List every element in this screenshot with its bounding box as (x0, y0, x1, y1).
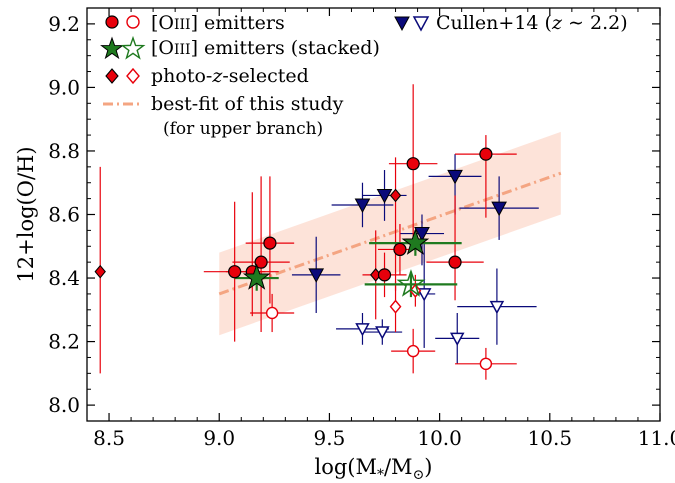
y-tick-label: 8.8 (48, 139, 80, 163)
legend-label-cullen: Cullen+14 (z ∼ 2.2) (436, 12, 628, 34)
x-tick-label: 10.0 (417, 426, 462, 450)
legend-marker-open-star (120, 35, 146, 60)
point-oiii-emitter (479, 147, 493, 161)
legend-marker-filled-triangle (394, 16, 410, 32)
y-tick-label: 8.0 (48, 393, 80, 417)
legend-label-stacked: [OIII] emitters (stacked) (151, 37, 380, 59)
y-tick-label: 8.2 (48, 330, 80, 354)
point-cullen-open (489, 300, 505, 315)
point-oiii-emitter (377, 268, 392, 282)
best-fit-line-layer (218, 171, 562, 296)
legend-label-best-fit: best-fit of this study (151, 93, 344, 115)
point-cullen-open (449, 332, 465, 346)
data-markers-layer (94, 147, 507, 371)
legend-label-photo-z: photo-z-selected (151, 65, 309, 87)
point-oiii-emitter-open (265, 306, 279, 320)
point-stacked (242, 263, 271, 290)
axis-ticks-layer: 8.5 9.0 9.5 10.0 10.5 11.0 8.0 8.2 8.4 8.6 8.8 9.0 9… (48, 7, 675, 450)
point-oiii-emitter (254, 255, 268, 269)
legend-marker-open-diamond (126, 67, 140, 85)
legend-marker-open-triangle (412, 16, 430, 32)
point-oiii-emitter (406, 157, 420, 171)
legend-marker-filled-diamond (105, 68, 119, 84)
legend-marker-filled-circle (105, 15, 119, 29)
legend-label-best-fit-sub: (for upper branch) (163, 119, 323, 139)
y-tick-label: 8.4 (48, 266, 80, 290)
point-photo-z-open (389, 299, 402, 314)
legend: [OIII] emitters [OIII] emitters (stacked… (100, 12, 628, 139)
best-fit-line (218, 171, 562, 296)
point-cullen (414, 227, 430, 242)
point-oiii-emitter-open (479, 357, 493, 371)
point-cullen (354, 198, 371, 214)
point-cullen-open (355, 323, 370, 337)
legend-marker-open-circle (126, 15, 140, 29)
legend-label-oiii-emitters: [OIII] emitters (151, 12, 285, 34)
x-axis-label: log(M*/M⊙) (314, 455, 432, 483)
y-tick-label: 9.2 (48, 12, 80, 36)
point-oiii-emitter (228, 265, 242, 279)
x-tick-label: 9.0 (203, 426, 235, 450)
x-tick-label: 8.5 (93, 426, 125, 450)
x-tick-label: 9.5 (314, 426, 346, 450)
legend-entry-stacked: [OIII] emitters (stacked) (100, 35, 380, 60)
point-photo-z (389, 188, 402, 203)
y-axis-label: 12+log(O/H) (14, 146, 38, 282)
legend-entry-cullen: Cullen+14 (z ∼ 2.2) (394, 12, 628, 34)
point-oiii-emitter-open (406, 344, 420, 358)
legend-entry-best-fit: best-fit of this study (for upper branch… (103, 93, 344, 139)
legend-marker-filled-star (100, 36, 124, 60)
point-oiii-emitter (448, 255, 462, 269)
point-oiii-emitter (263, 236, 277, 250)
point-cullen (447, 169, 463, 185)
x-tick-label: 11.0 (638, 426, 675, 450)
x-tick-label: 10.5 (528, 426, 573, 450)
legend-entry-photo-z: photo-z-selected (105, 65, 309, 87)
legend-entry-oiii-emitters: [OIII] emitters (105, 12, 285, 34)
point-cullen (491, 201, 507, 217)
y-tick-label: 8.6 (48, 203, 80, 227)
point-oiii-emitter (393, 242, 407, 257)
point-cullen-open (375, 326, 390, 340)
point-stacked (401, 228, 430, 255)
point-stacked-open (396, 269, 426, 297)
point-photo-z (94, 264, 106, 279)
y-tick-label: 9.0 (48, 75, 80, 99)
point-cullen (376, 188, 393, 204)
point-cullen (308, 268, 325, 283)
point-cullen-open (416, 288, 432, 302)
